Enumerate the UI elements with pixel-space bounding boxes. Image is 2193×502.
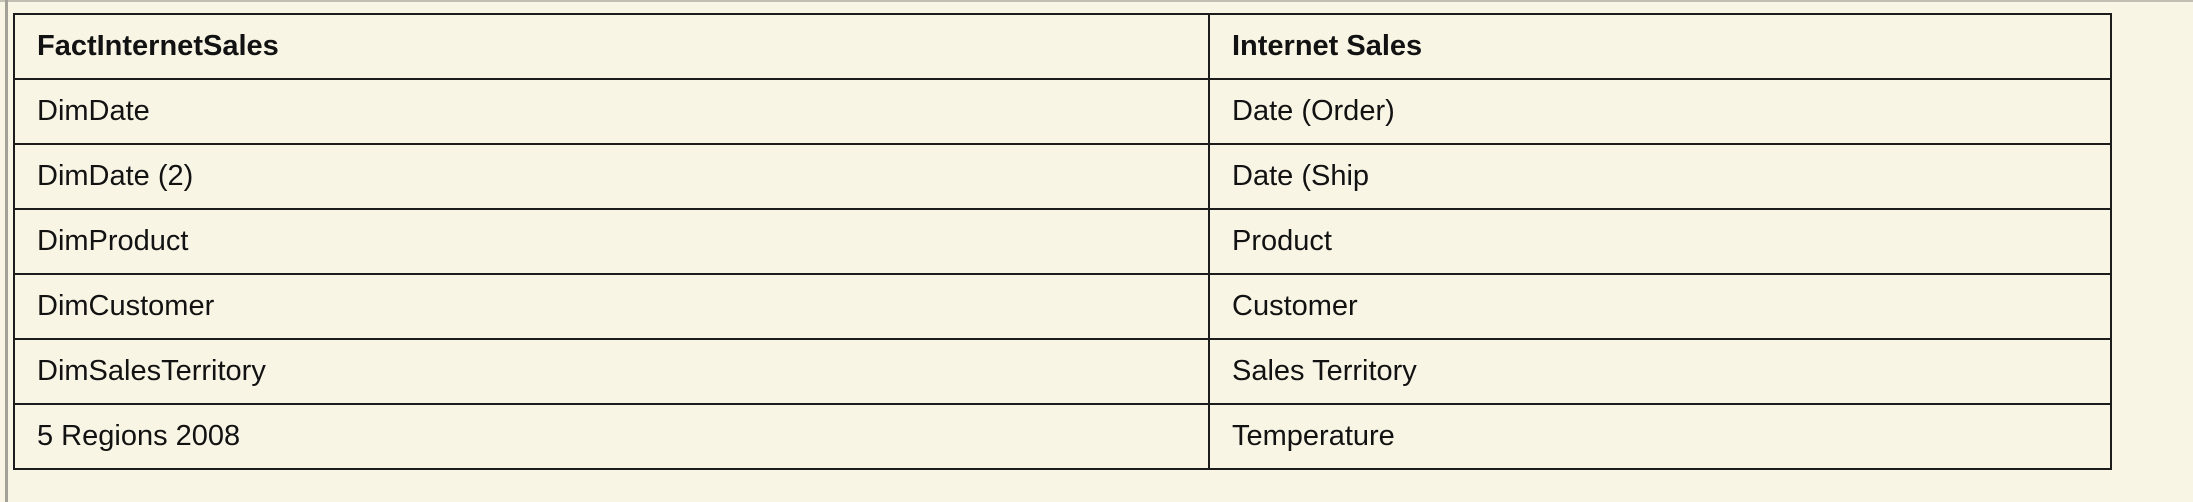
dimension-cell[interactable]: DimSalesTerritory (13, 338, 1210, 405)
dimension-usage-table: FactInternetSales Internet Sales DimDate… (13, 13, 2112, 470)
usage-cell[interactable]: Product (1208, 208, 2112, 275)
table-row: 5 Regions 2008 Temperature (13, 403, 2112, 470)
measure-group-header: Internet Sales (1208, 13, 2112, 80)
table-row: DimSalesTerritory Sales Territory (13, 338, 2112, 405)
table-row: DimDate (2) Date (Ship (13, 143, 2112, 210)
dimension-cell[interactable]: DimCustomer (13, 273, 1210, 340)
usage-cell[interactable]: Sales Territory (1208, 338, 2112, 405)
table-row: DimCustomer Customer (13, 273, 2112, 340)
dimension-cell[interactable]: 5 Regions 2008 (13, 403, 1210, 470)
usage-cell[interactable]: Date (Order) (1208, 78, 2112, 145)
table-row: DimProduct Product (13, 208, 2112, 275)
pane-border-top (0, 0, 2193, 2)
table-row: DimDate Date (Order) (13, 78, 2112, 145)
dimension-cell[interactable]: DimDate (2) (13, 143, 1210, 210)
header-row: FactInternetSales Internet Sales (13, 13, 2112, 80)
dimension-cell[interactable]: DimProduct (13, 208, 1210, 275)
pane-border-left (5, 0, 8, 502)
fact-table-header: FactInternetSales (13, 13, 1210, 80)
usage-cell[interactable]: Temperature (1208, 403, 2112, 470)
usage-cell[interactable]: Date (Ship (1208, 143, 2112, 210)
dimension-cell[interactable]: DimDate (13, 78, 1210, 145)
usage-cell[interactable]: Customer (1208, 273, 2112, 340)
